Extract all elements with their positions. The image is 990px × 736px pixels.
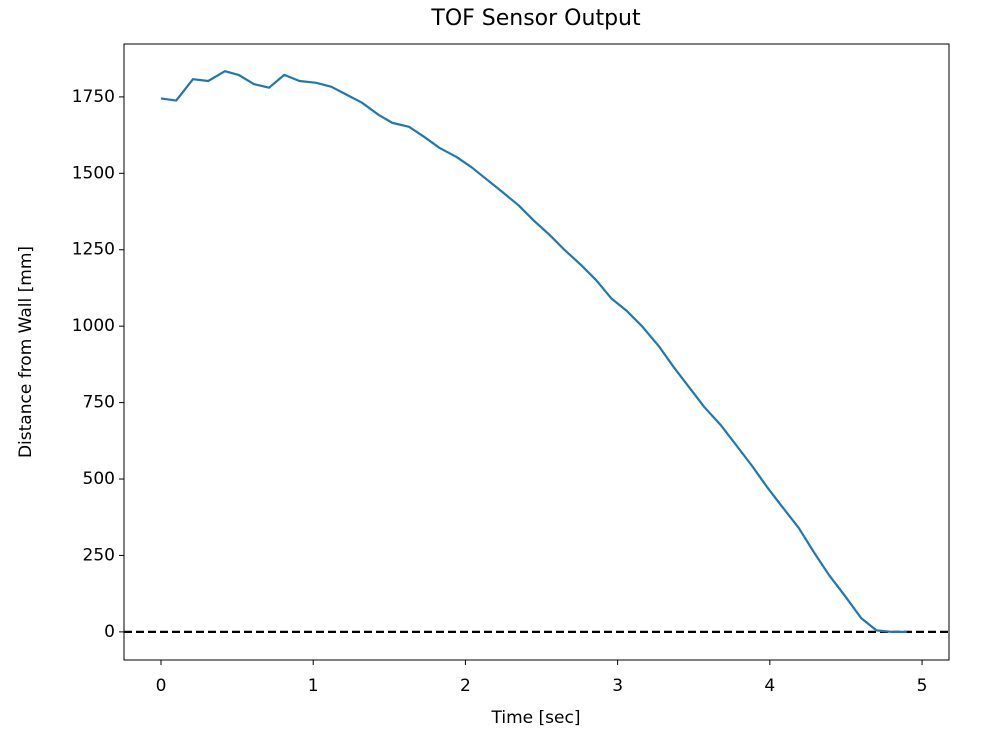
x-tick-label: 3	[612, 676, 623, 696]
x-axis-label: Time [sec]	[491, 708, 581, 728]
y-axis-label: Distance from Wall [mm]	[16, 246, 36, 458]
y-tick-label: 1500	[72, 163, 115, 183]
y-tick-label: 1250	[72, 240, 115, 260]
y-tick-label: 750	[83, 393, 115, 413]
x-tick-label: 2	[460, 676, 471, 696]
x-tick-label: 5	[917, 676, 928, 696]
x-tick-label: 0	[156, 676, 167, 696]
y-tick-label: 1750	[72, 87, 115, 107]
data-line	[160, 70, 907, 633]
chart-title: TOF Sensor Output	[430, 6, 641, 31]
plot-frame	[123, 43, 950, 661]
x-tick-label: 4	[764, 676, 775, 696]
x-tick-label: 1	[308, 676, 319, 696]
y-tick-label: 500	[83, 469, 115, 489]
y-tick-label: 1000	[72, 316, 115, 336]
y-tick-label: 0	[104, 622, 115, 642]
y-tick-label: 250	[83, 545, 115, 565]
